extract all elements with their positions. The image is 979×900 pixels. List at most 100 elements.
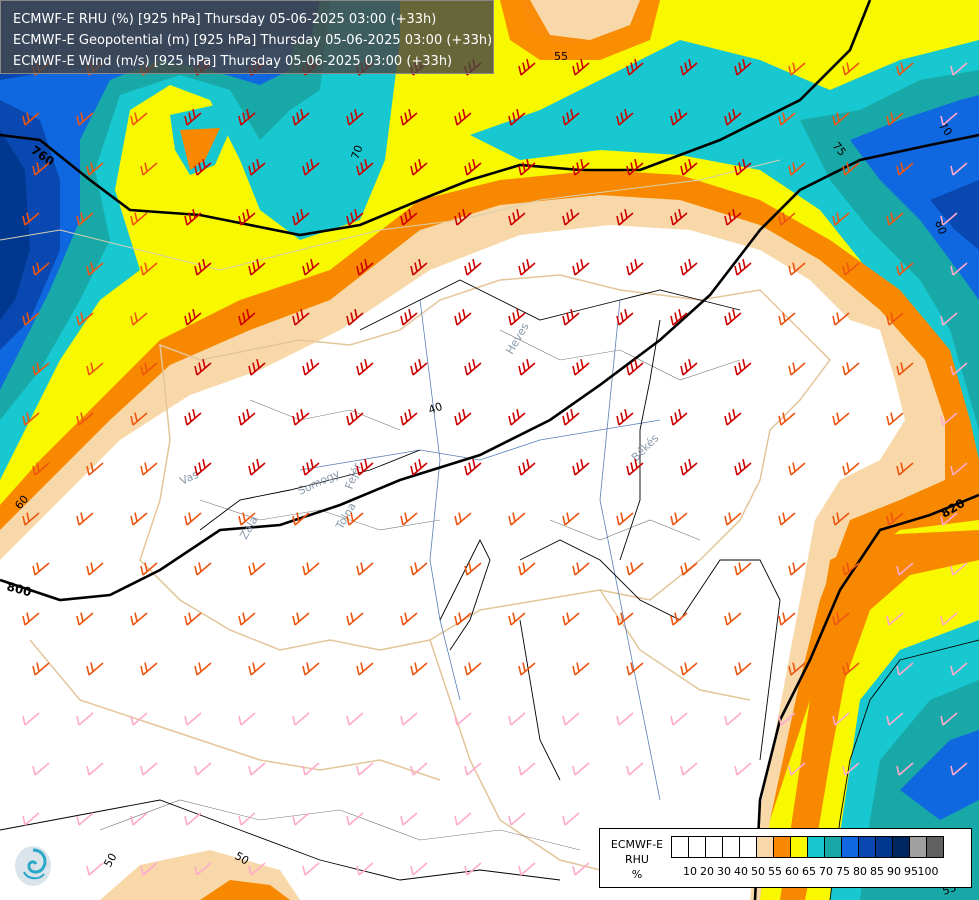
wind-barb bbox=[248, 862, 266, 876]
wind-barb bbox=[32, 762, 50, 776]
wind-barb bbox=[292, 712, 310, 726]
wind-barb bbox=[346, 612, 364, 626]
wind-barb bbox=[464, 762, 482, 776]
legend-swatch bbox=[705, 836, 723, 858]
wind-barb bbox=[562, 109, 580, 126]
wind-barb bbox=[518, 359, 536, 376]
wind-barb bbox=[76, 712, 94, 726]
wind-barb bbox=[724, 309, 742, 326]
wind-barb bbox=[184, 712, 202, 726]
wind-barb bbox=[734, 762, 752, 776]
rhu-label-50b: 50 bbox=[233, 849, 252, 867]
wind-barb bbox=[896, 262, 914, 276]
wind-barb bbox=[842, 562, 860, 576]
wind-barb bbox=[346, 109, 364, 126]
wind-barb bbox=[32, 662, 50, 676]
legend-tick-label: 55 bbox=[768, 865, 782, 878]
wind-barb bbox=[184, 109, 202, 126]
wind-barb bbox=[238, 109, 256, 126]
wind-barb bbox=[140, 862, 158, 876]
wind-barb bbox=[842, 362, 860, 376]
wind-barb bbox=[248, 359, 266, 376]
wind-barb bbox=[454, 309, 472, 326]
color-legend: ECMWF-E RHU % 10 20 30 40 50 55 60 65 70 75 80 85 90… bbox=[599, 828, 972, 888]
wind-barb bbox=[76, 512, 94, 526]
wind-barb bbox=[248, 259, 266, 276]
wind-barb bbox=[130, 712, 148, 726]
wind-barb bbox=[22, 312, 40, 326]
wind-barb bbox=[184, 309, 202, 326]
legend-tick-label: 90 bbox=[887, 865, 901, 878]
legend-swatch bbox=[688, 836, 706, 858]
wind-barb bbox=[184, 409, 202, 426]
wind-barb bbox=[670, 409, 688, 426]
legend-swatch bbox=[841, 836, 859, 858]
wind-barb bbox=[302, 459, 320, 476]
wind-barb bbox=[832, 612, 850, 626]
wind-barb bbox=[950, 562, 968, 576]
wind-barb bbox=[22, 612, 40, 626]
wind-barb bbox=[940, 712, 958, 726]
wind-barb bbox=[410, 459, 428, 476]
wind-barb bbox=[724, 209, 742, 226]
wind-barb bbox=[562, 512, 580, 526]
wind-barb bbox=[302, 159, 320, 176]
wind-barb bbox=[194, 259, 212, 276]
rhu-se-blue bbox=[900, 730, 979, 820]
wind-barb bbox=[616, 309, 634, 326]
wind-barb bbox=[896, 762, 914, 776]
wind-barb bbox=[184, 512, 202, 526]
wind-barb bbox=[734, 159, 752, 176]
wind-barb bbox=[842, 662, 860, 676]
wind-barb bbox=[508, 209, 526, 226]
wind-barb bbox=[778, 112, 796, 126]
wind-barb bbox=[616, 409, 634, 426]
legend-swatch bbox=[722, 836, 740, 858]
wind-barb bbox=[950, 362, 968, 376]
wind-barb bbox=[292, 512, 310, 526]
wind-barb bbox=[670, 309, 688, 326]
wind-barb bbox=[562, 612, 580, 626]
wind-barb bbox=[680, 762, 698, 776]
rhu-top-beige2 bbox=[530, 0, 640, 40]
rhu-sw-orange bbox=[200, 880, 290, 900]
wind-barb bbox=[464, 259, 482, 276]
wind-barb bbox=[896, 462, 914, 476]
wind-barb bbox=[238, 812, 256, 826]
wind-barb bbox=[572, 259, 590, 276]
wind-barb bbox=[194, 359, 212, 376]
wind-barb bbox=[356, 762, 374, 776]
wind-barb bbox=[788, 662, 806, 676]
wind-barb bbox=[616, 209, 634, 226]
wind-barb bbox=[22, 112, 40, 126]
wind-barb bbox=[130, 212, 148, 226]
wind-barb bbox=[22, 712, 40, 726]
wind-barb bbox=[724, 512, 742, 526]
wind-barb bbox=[292, 209, 310, 226]
wind-barb bbox=[140, 162, 158, 176]
wind-barb bbox=[400, 209, 418, 226]
wind-barb bbox=[76, 412, 94, 426]
wind-barb bbox=[22, 212, 40, 226]
wind-barb bbox=[32, 462, 50, 476]
legend-swatch bbox=[756, 836, 774, 858]
wind-barb bbox=[248, 562, 266, 576]
wind-barbs bbox=[22, 59, 968, 876]
wind-barb bbox=[292, 812, 310, 826]
wind-barb bbox=[626, 359, 644, 376]
wind-barb bbox=[626, 159, 644, 176]
rhu-dry-core bbox=[0, 225, 905, 900]
legend-tick-label: 20 bbox=[700, 865, 714, 878]
wind-barb bbox=[842, 462, 860, 476]
wind-barb bbox=[454, 612, 472, 626]
wind-barb bbox=[464, 159, 482, 176]
swirl-logo-icon bbox=[15, 846, 51, 886]
legend-tick-label: 50 bbox=[751, 865, 765, 878]
wind-barb bbox=[86, 462, 104, 476]
wind-barb bbox=[778, 612, 796, 626]
wind-barb bbox=[896, 162, 914, 176]
wind-barb bbox=[184, 812, 202, 826]
wind-barb bbox=[184, 612, 202, 626]
wind-barb bbox=[410, 359, 428, 376]
